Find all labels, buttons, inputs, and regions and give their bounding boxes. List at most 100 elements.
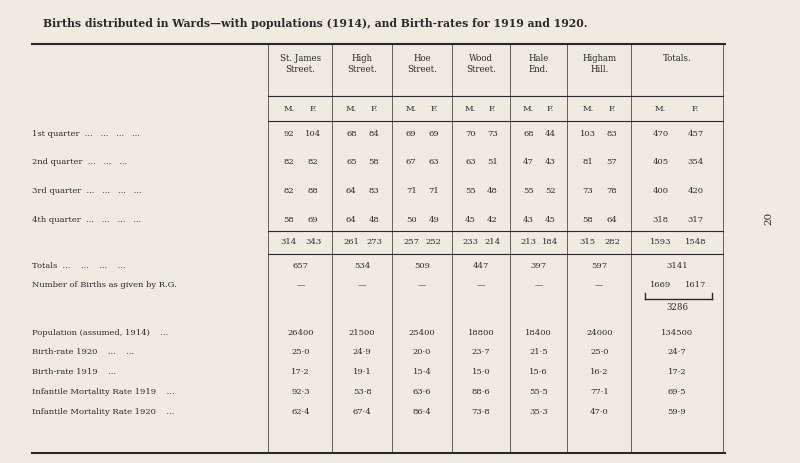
Text: 71: 71 <box>429 187 439 195</box>
Text: 19·1: 19·1 <box>353 367 371 375</box>
Text: 70: 70 <box>465 129 476 138</box>
Text: 84: 84 <box>369 129 379 138</box>
Text: 69: 69 <box>429 129 439 138</box>
Text: 17·2: 17·2 <box>668 367 686 375</box>
Text: 3rd quarter  ...   ...   ...   ...: 3rd quarter ... ... ... ... <box>32 187 142 195</box>
Text: 16·2: 16·2 <box>590 367 609 375</box>
Text: —: — <box>296 281 305 289</box>
Text: M.: M. <box>465 105 476 113</box>
Text: 15·4: 15·4 <box>413 367 431 375</box>
Text: 257: 257 <box>403 237 419 245</box>
Text: 104: 104 <box>305 129 321 138</box>
Text: 214: 214 <box>485 237 501 245</box>
Text: 3141: 3141 <box>666 261 688 269</box>
Text: F.: F. <box>692 105 699 113</box>
Text: 2nd quarter  ...   ...   ...: 2nd quarter ... ... ... <box>32 158 127 166</box>
Text: 82: 82 <box>283 187 294 195</box>
Text: 315: 315 <box>580 237 596 245</box>
Text: 73·8: 73·8 <box>471 407 490 415</box>
Text: 51: 51 <box>487 158 498 166</box>
Text: 20: 20 <box>764 211 773 224</box>
Text: 64: 64 <box>346 187 357 195</box>
Text: 92·3: 92·3 <box>291 387 310 395</box>
Text: 47: 47 <box>523 158 534 166</box>
Text: 63: 63 <box>429 158 439 166</box>
Text: F.: F. <box>609 105 616 113</box>
Text: 213: 213 <box>520 237 536 245</box>
Text: 52: 52 <box>545 187 555 195</box>
Text: 1669: 1669 <box>650 281 671 289</box>
Text: 62·4: 62·4 <box>291 407 310 415</box>
Text: 55: 55 <box>523 187 534 195</box>
Text: 82: 82 <box>308 158 318 166</box>
Text: 24·7: 24·7 <box>668 347 686 356</box>
Text: Infantile Mortality Rate 1920    ...: Infantile Mortality Rate 1920 ... <box>32 407 174 415</box>
Text: F.: F. <box>489 105 496 113</box>
Text: 58: 58 <box>283 215 294 223</box>
Text: 43: 43 <box>545 158 556 166</box>
Text: 55: 55 <box>465 187 476 195</box>
Text: 69: 69 <box>406 129 417 138</box>
Text: High
Street.: High Street. <box>347 54 377 74</box>
Text: Wood
Street.: Wood Street. <box>466 54 496 74</box>
Text: 534: 534 <box>354 261 370 269</box>
Text: 457: 457 <box>687 129 703 138</box>
Text: 400: 400 <box>653 187 669 195</box>
Text: 65: 65 <box>346 158 357 166</box>
Text: 64: 64 <box>346 215 357 223</box>
Text: 69·5: 69·5 <box>668 387 686 395</box>
Text: Birth-rate 1919    ...: Birth-rate 1919 ... <box>32 367 116 375</box>
Text: 20·0: 20·0 <box>413 347 431 356</box>
Text: 21·5: 21·5 <box>530 347 548 356</box>
Text: 82: 82 <box>283 158 294 166</box>
Text: 58: 58 <box>582 215 594 223</box>
Text: 81: 81 <box>582 158 594 166</box>
Text: 261: 261 <box>343 237 359 245</box>
Text: 45: 45 <box>465 215 476 223</box>
Text: 42: 42 <box>487 215 498 223</box>
Text: 78: 78 <box>606 187 618 195</box>
Text: 3286: 3286 <box>666 303 688 312</box>
Text: 26400: 26400 <box>287 328 314 336</box>
Text: 233: 233 <box>462 237 478 245</box>
Text: 25·0: 25·0 <box>590 347 609 356</box>
Text: 1st quarter  ...   ...   ...   ...: 1st quarter ... ... ... ... <box>32 129 139 138</box>
Text: 25400: 25400 <box>409 328 435 336</box>
Text: F.: F. <box>546 105 554 113</box>
Text: 47·0: 47·0 <box>590 407 609 415</box>
Text: 53·8: 53·8 <box>353 387 371 395</box>
Text: 58: 58 <box>369 158 379 166</box>
Text: F.: F. <box>370 105 378 113</box>
Text: Birth-rate 1920    ...    ...: Birth-rate 1920 ... ... <box>32 347 134 356</box>
Text: —: — <box>595 281 603 289</box>
Text: Higham
Hill.: Higham Hill. <box>582 54 616 74</box>
Text: 64: 64 <box>606 215 618 223</box>
Text: 4th quarter  ...   ...   ...   ...: 4th quarter ... ... ... ... <box>32 215 141 223</box>
Text: 69: 69 <box>308 215 318 223</box>
Text: 71: 71 <box>406 187 417 195</box>
Text: 405: 405 <box>653 158 669 166</box>
Text: 17·2: 17·2 <box>291 367 310 375</box>
Text: M.: M. <box>346 105 357 113</box>
Text: M.: M. <box>406 105 417 113</box>
Text: 63·6: 63·6 <box>413 387 431 395</box>
Text: Population (assumed, 1914)    ...: Population (assumed, 1914) ... <box>32 328 168 336</box>
Text: 657: 657 <box>292 261 308 269</box>
Text: 103: 103 <box>580 129 596 138</box>
Text: Hale
End.: Hale End. <box>529 54 549 74</box>
Text: 73: 73 <box>487 129 498 138</box>
Text: 21500: 21500 <box>349 328 375 336</box>
Text: 68: 68 <box>346 129 357 138</box>
Text: 83: 83 <box>369 187 379 195</box>
Text: 1617: 1617 <box>685 281 706 289</box>
Text: 447: 447 <box>473 261 489 269</box>
Text: Births distributed in Wards—with populations (1914), and Birth-rates for 1919 an: Births distributed in Wards—with populat… <box>43 18 587 28</box>
Text: 18800: 18800 <box>468 328 494 336</box>
Text: M.: M. <box>582 105 594 113</box>
Text: Infantile Mortality Rate 1919    ...: Infantile Mortality Rate 1919 ... <box>32 387 174 395</box>
Text: 77·1: 77·1 <box>590 387 609 395</box>
Text: 57: 57 <box>606 158 618 166</box>
Text: F.: F. <box>310 105 317 113</box>
Text: 184: 184 <box>542 237 558 245</box>
Text: 55·5: 55·5 <box>530 387 548 395</box>
